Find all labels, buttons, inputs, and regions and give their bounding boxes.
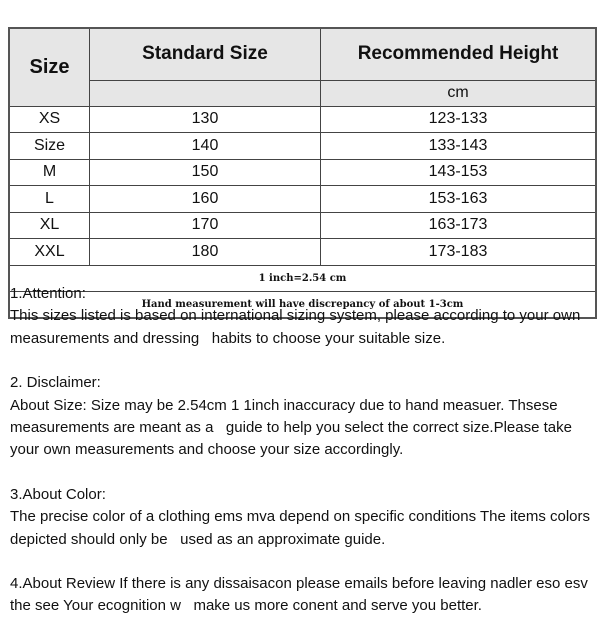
cell-size: XS [8, 105, 90, 133]
section-body: The precise color of a clothing ems mva … [10, 508, 595, 548]
section-title: 1.Attention: [10, 285, 86, 302]
section-attention: 1.Attention: This sizes listed is based o… [10, 283, 600, 350]
cell-standard: 160 [89, 185, 321, 213]
section-title: 2. Disclaimer: [10, 374, 101, 392]
size-chart-table: Size Standard Size Recommended Height cm… [8, 27, 597, 319]
cell-height: 123-133 [320, 105, 597, 133]
table-row: M 150 143-153 [8, 158, 597, 186]
notes-text: 1.Attention: This sizes listed is based o… [10, 283, 600, 640]
cell-standard: 170 [89, 211, 321, 239]
header-standard-size: Standard Size [89, 27, 321, 81]
cell-height: 153-163 [320, 185, 597, 213]
cell-standard: 130 [89, 105, 321, 133]
cell-height: 133-143 [320, 132, 597, 160]
header-size: Size [8, 27, 90, 107]
section-body: About Size: Size may be 2.54cm 1 1inch i… [10, 396, 577, 459]
cell-height: 163-173 [320, 211, 597, 239]
section-review: 4.About Review If there is any dissaisac… [10, 573, 600, 618]
table-row: XXL 180 173-183 [8, 238, 597, 266]
table-row: Size 140 133-143 [8, 132, 597, 160]
section-disclaimer: 2. Disclaimer: About Size: Size may be 2.… [10, 372, 600, 462]
header-blank [89, 79, 321, 107]
header-unit: cm [320, 79, 597, 107]
cell-size: Size [8, 132, 90, 160]
section-body: This sizes listed is based on internatio… [10, 307, 585, 347]
inch-note: 1 inch=2.54 cm [8, 264, 597, 292]
table-row: XS 130 123-133 [8, 105, 597, 133]
cell-standard: 180 [89, 238, 321, 266]
table-row: XL 170 163-173 [8, 211, 597, 239]
section-title: 3.About Color: [10, 485, 106, 503]
cell-height: 143-153 [320, 158, 597, 186]
cell-size: XL [8, 211, 90, 239]
cell-standard: 140 [89, 132, 321, 160]
cell-height: 173-183 [320, 238, 597, 266]
cell-standard: 150 [89, 158, 321, 186]
cell-size: M [8, 158, 90, 186]
header-recommended-height: Recommended Height [320, 27, 597, 81]
section-color: 3.About Color: The precise color of a clo… [10, 484, 600, 551]
measurement-note: Hand measurement will have discrepancy o… [8, 290, 597, 318]
table-row: L 160 153-163 [8, 185, 597, 213]
cell-size: XXL [8, 238, 90, 266]
section-title: 4.About Review If there is any dissaisac… [10, 575, 592, 615]
cell-size: L [8, 185, 90, 213]
